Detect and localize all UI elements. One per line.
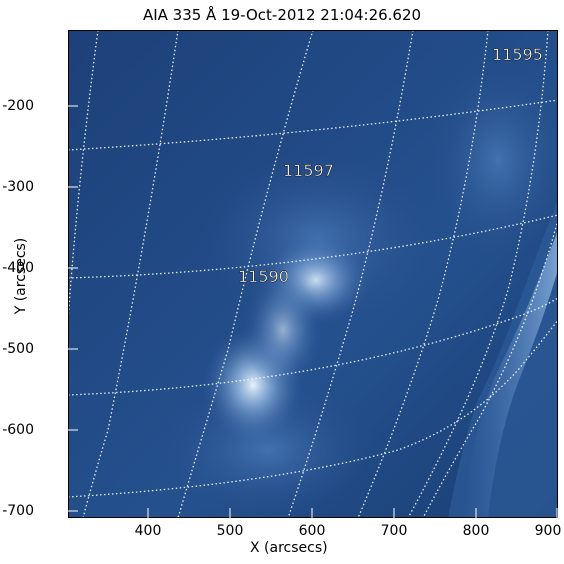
x-tick-label: 900 — [534, 523, 562, 539]
y-axis-label: Y (arcsecs) — [13, 237, 29, 315]
x-tick-label: 700 — [380, 523, 408, 539]
y-tick-label: -300 — [2, 179, 34, 195]
y-tick-label: -600 — [2, 422, 34, 438]
y-tick-label: -200 — [2, 98, 34, 114]
y-tick-label: -500 — [2, 341, 34, 357]
image-title: AIA 335 Å 19-Oct-2012 21:04:26.620 — [142, 6, 422, 24]
region-label-11590: 11590 — [238, 267, 289, 286]
loop-structure — [243, 270, 323, 390]
heliographic-grid — [68, 30, 558, 518]
plot-border — [68, 30, 558, 518]
limb-brightening — [463, 230, 558, 518]
region-label-11595: 11595 — [492, 45, 543, 64]
tick-marks — [68, 105, 558, 518]
x-tick-label: 500 — [216, 523, 244, 539]
x-tick-label: 600 — [298, 523, 326, 539]
solar-image-panel: 11595 11597 11590 — [68, 30, 558, 518]
y-tick-label: -400 — [2, 260, 34, 276]
x-axis-label: X (arcsecs) — [250, 540, 328, 556]
y-tick-label: -700 — [2, 503, 34, 519]
limb-region — [448, 200, 558, 518]
x-tick-label: 400 — [134, 523, 162, 539]
region-label-11597: 11597 — [283, 161, 334, 180]
x-tick-label: 800 — [462, 523, 490, 539]
